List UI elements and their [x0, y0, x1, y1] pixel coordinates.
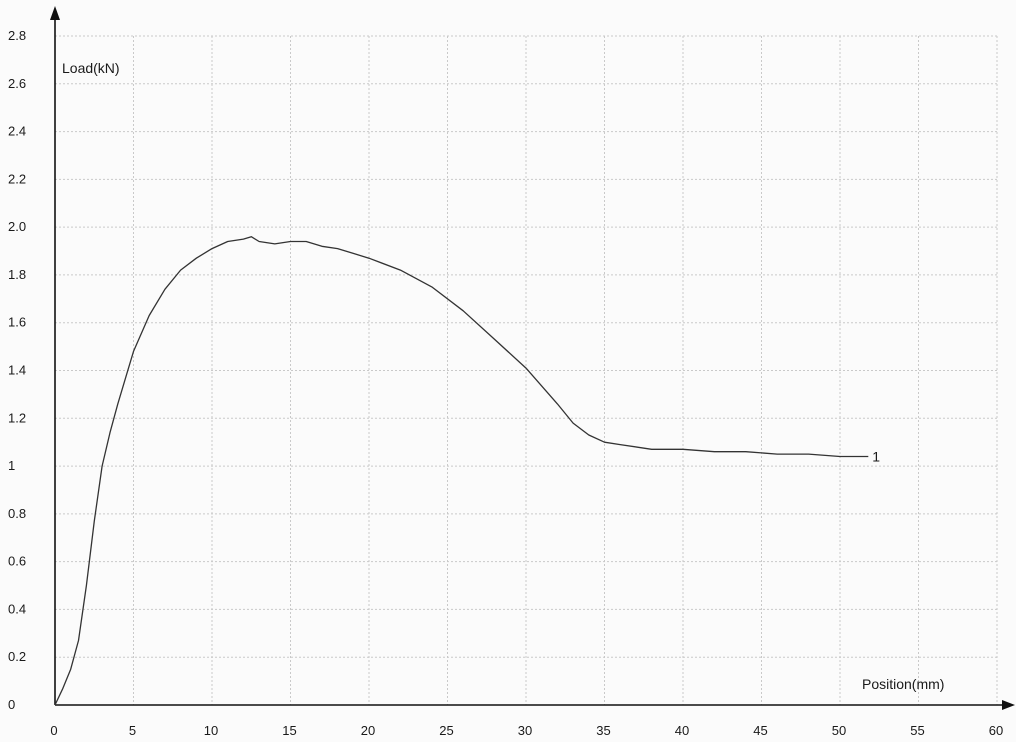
y-tick-label: 2.2: [8, 171, 26, 186]
x-tick-label: 5: [129, 723, 136, 738]
y-tick-label: 0.4: [8, 601, 26, 616]
x-axis-arrow-icon: [1002, 700, 1015, 710]
x-tick-label: 60: [989, 723, 1003, 738]
y-axis-label: Load(kN): [62, 60, 120, 76]
y-tick-label: 2.6: [8, 76, 26, 91]
y-axis-arrow-icon: [50, 6, 60, 20]
y-tick-label: 2.4: [8, 124, 26, 139]
x-tick-label: 25: [439, 723, 453, 738]
y-tick-label: 1.6: [8, 315, 26, 330]
grid: [55, 35, 998, 705]
y-tick-label: 0: [8, 697, 15, 712]
y-tick-label: 1.2: [8, 410, 26, 425]
x-tick-label: 40: [675, 723, 689, 738]
y-tick-label: 2.0: [8, 219, 26, 234]
x-tick-label: 55: [910, 723, 924, 738]
y-tick-label: 0.8: [8, 506, 26, 521]
y-tick-label: 0.6: [8, 554, 26, 569]
x-tick-label: 15: [282, 723, 296, 738]
x-tick-label: 30: [518, 723, 532, 738]
x-tick-label: 35: [596, 723, 610, 738]
x-tick-label: 45: [753, 723, 767, 738]
axes: [50, 6, 1015, 710]
x-tick-label: 20: [361, 723, 375, 738]
x-axis-label: Position(mm): [862, 676, 944, 692]
series-line: [54, 236, 869, 706]
series-label: 1: [872, 449, 880, 465]
y-tick-label: 2.8: [8, 28, 26, 43]
x-tick-label: 50: [832, 723, 846, 738]
tick-labels: 0 5 10 15 20 25 30 35 40 45 50 55 60 0 0.2 0.4 0.6 0.8 1 1.…: [8, 28, 1003, 738]
x-tick-label: 0: [50, 723, 57, 738]
x-tick-label: 10: [204, 723, 218, 738]
y-tick-label: 1: [8, 458, 15, 473]
y-tick-label: 1.4: [8, 363, 26, 378]
plot-area: 1: [54, 236, 880, 706]
y-tick-label: 0.2: [8, 649, 26, 664]
y-tick-label: 1.8: [8, 267, 26, 282]
